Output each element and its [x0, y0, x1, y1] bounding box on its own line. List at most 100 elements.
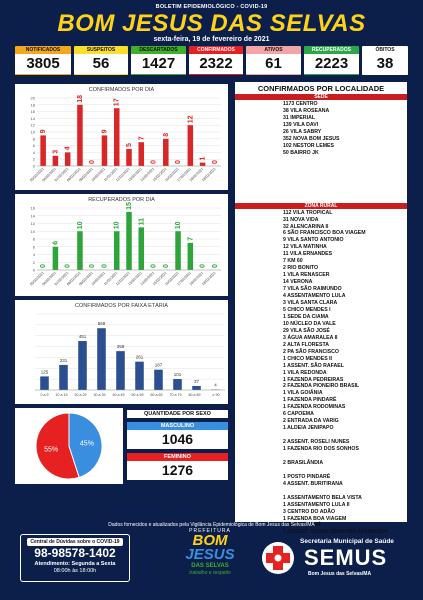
locality-item: 112 VILA TROPICAL	[283, 209, 333, 216]
bar	[113, 231, 120, 270]
locality-item: 2 ENTRADA DA VARIG	[283, 418, 339, 425]
locality-title: CONFIRMADOS POR LOCALIDADE	[257, 84, 385, 93]
data-label: 0	[65, 264, 72, 268]
bar	[135, 361, 144, 390]
data-label: 358	[117, 344, 125, 349]
locality-item: 14 VERONA	[283, 279, 313, 286]
stat-recuperados: RECUPERADOS 2223	[304, 46, 359, 75]
locality-item: 1 FAZENDA BOA VIAGEM	[283, 515, 347, 522]
locality-item: 7 VILA SÃO RAIMUNDO	[283, 286, 342, 293]
pie-slice	[35, 412, 80, 480]
confirmed-per-day-title: CONFIRMADOS POR DIA	[88, 87, 155, 93]
y-tick-label: 4	[33, 150, 36, 155]
data-label: 3	[52, 150, 59, 154]
y-tick-label: 10	[31, 229, 36, 234]
locality-item	[283, 453, 407, 460]
prefeitura-label: PREFEITURA	[189, 528, 231, 534]
age-range-chart: 125 0 a 9 231 10 a 19 451 20 a 29 569 30 a 39 35…	[35, 313, 225, 397]
stat-label: ÓBITOS	[362, 46, 408, 54]
bar	[40, 376, 49, 390]
rural-list: 112 VILA TROPICAL 31 NOVA VIDA 32 ALENCARI…	[235, 210, 407, 537]
locality-item: 11 VILA ERNANDES	[283, 251, 333, 258]
confirmed-per-day-chart: 02468101214161820905/02/2021306/02/20214…	[29, 95, 221, 182]
health-cross-icon	[262, 542, 294, 574]
bar	[199, 162, 206, 166]
age-range-title: CONFIRMADOS POR FAIXA ETÁRIA	[75, 303, 168, 309]
bar	[78, 341, 87, 390]
locality-item: 2 FAZENDA PIONEIRO BRASIL	[283, 383, 360, 390]
stat-value: 56	[74, 54, 128, 75]
bar	[187, 125, 194, 166]
y-tick-label: 6	[33, 244, 36, 249]
sex-quantity-title: QUANTIDADE POR SEXO	[127, 410, 228, 418]
y-tick-label: 12	[31, 221, 36, 226]
locality-item: 31 NOVA VIDA	[283, 216, 319, 223]
sede-band: SEDE	[235, 94, 407, 100]
locality-item: 7 KM 60	[283, 258, 303, 265]
locality-item: 139 VILA DAVI	[283, 121, 319, 128]
help-hours-title: Atendimento: Segunda a Sexta	[34, 561, 116, 567]
data-label: 1	[200, 157, 207, 161]
data-label: 125	[41, 369, 49, 374]
data-label: 261	[136, 355, 144, 360]
y-tick-label: 8	[33, 136, 36, 141]
category-label: 40 a 49	[113, 393, 125, 397]
data-label: 0	[163, 264, 170, 268]
data-label: 4	[214, 383, 217, 388]
locality-item: 1 VILA RENASCER	[283, 272, 330, 279]
y-tick-label: 16	[31, 109, 36, 114]
stat-confirmados: CONFIRMADOS 2322	[189, 46, 243, 75]
y-tick-label: 18	[31, 102, 36, 107]
locality-item: 31 IMPERIAL	[283, 114, 315, 121]
data-label: 0	[89, 160, 96, 164]
locality-item: 6 SÃO FRANCISCO BOA VIAGEM	[283, 230, 366, 237]
sede-spacer	[235, 157, 407, 203]
data-label: 0	[89, 264, 96, 268]
data-label: 10	[114, 221, 121, 229]
data-label: 0	[151, 264, 158, 268]
locality-item: 2 RIO BONITO	[283, 265, 319, 272]
locality-item: 10 NÚCLEO DA VALE	[283, 320, 336, 327]
stat-value: 3805	[15, 54, 71, 75]
stat-value: 2322	[189, 54, 243, 75]
locality-item: 1 POSTO PINDARÉ	[283, 473, 331, 480]
prefeitura-logo: PREFEITURA BOM JESUS DAS SELVAS trabalho…	[170, 528, 250, 592]
rural-band: ZONA RURAL	[235, 202, 407, 209]
category-label: 10 a 19	[56, 393, 68, 397]
stat-label: SUSPEITOS	[74, 46, 128, 54]
data-label: 0	[101, 264, 108, 268]
bar	[126, 149, 132, 166]
locality-item: 38 VILA ROSEANA	[283, 107, 330, 114]
y-tick-label: 10	[31, 130, 36, 135]
locality-item	[283, 432, 407, 439]
locality-item: 50 BAIRRO JK	[283, 149, 319, 156]
locality-item: 3 VILA SANTA CLARA	[283, 300, 338, 307]
bulletin-subtitle: BOLETIM EPIDEMIOLÓGICO - COVID-19	[155, 4, 268, 10]
bar	[192, 385, 201, 390]
locality-item	[283, 467, 407, 474]
help-center-title: Central de Dúvidas sobre o COVID-19	[27, 538, 123, 546]
logo-jesus: JESUS	[185, 546, 235, 563]
category-label: 70 a 79	[170, 393, 182, 397]
data-label: 10	[175, 221, 182, 229]
locality-item: 1 FAZENDA PEDREIRAS	[283, 376, 344, 383]
y-tick-label: 0	[33, 268, 36, 273]
bar	[40, 135, 46, 166]
locality-item: 1 ASSENT. SÃO RAFAEL	[283, 362, 344, 369]
help-center-box: Central de Dúvidas sobre o COVID-19 98-9…	[20, 534, 130, 582]
locality-item: 5 CHICO MENDES I	[283, 306, 331, 313]
bar	[52, 155, 59, 166]
bar	[52, 246, 59, 270]
data-label: 9	[101, 129, 108, 133]
locality-item: 1 ALDEIA CARÍ	[283, 522, 321, 529]
footer-note: Dados fornecidos e atualizados pela Vigi…	[108, 522, 315, 528]
bulletin-title: BOM JESUS DAS SELVAS	[57, 10, 366, 37]
stat-value: 61	[246, 54, 301, 75]
bar	[154, 369, 163, 390]
data-label: 6	[52, 241, 59, 245]
logo-slogan: trabalho e respeito	[189, 570, 231, 576]
semus-name: SEMUS	[304, 545, 388, 570]
stat-descartados: DESCARTADOS 1427	[131, 46, 186, 75]
locality-item: 1173 CENTRO	[283, 101, 318, 107]
pie-label: 45%	[80, 441, 94, 448]
